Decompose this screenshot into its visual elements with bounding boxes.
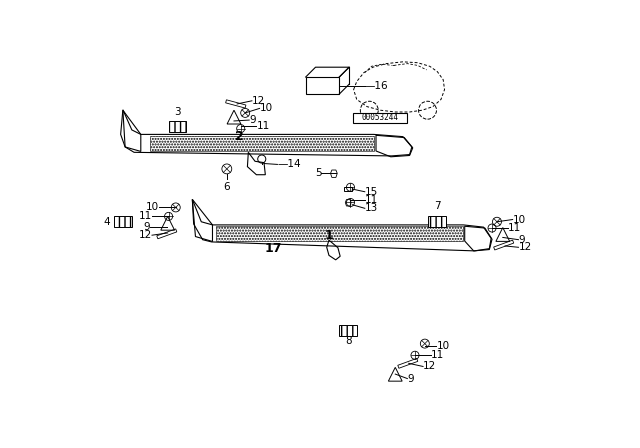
Text: 5: 5 [315,168,321,178]
Text: 13: 13 [365,203,378,213]
Text: 12: 12 [139,230,152,240]
Text: —16: —16 [365,81,388,91]
Text: 00053244: 00053244 [362,113,399,122]
Text: 11: 11 [508,223,522,233]
Text: 11: 11 [139,211,152,221]
Text: 7: 7 [434,201,441,211]
Text: 2: 2 [235,130,244,143]
Polygon shape [339,325,357,336]
Text: —14: —14 [278,159,301,169]
Polygon shape [428,216,446,227]
Text: 9: 9 [249,115,256,125]
Polygon shape [114,216,132,227]
Text: 10: 10 [436,341,450,351]
FancyBboxPatch shape [353,113,407,123]
Polygon shape [150,136,374,151]
Text: 4: 4 [104,217,111,227]
Text: 9: 9 [143,222,150,232]
Text: 12: 12 [518,242,532,252]
Polygon shape [168,121,186,132]
Text: 15: 15 [365,187,378,197]
Text: 17: 17 [264,242,282,255]
Text: 6: 6 [223,182,230,192]
Text: 1: 1 [324,228,333,242]
Text: 8: 8 [345,336,351,346]
Text: 10: 10 [260,103,273,113]
Text: 10: 10 [513,215,526,224]
Text: 3: 3 [174,107,181,117]
Text: 12: 12 [252,96,265,106]
Text: 11: 11 [257,121,269,131]
Polygon shape [216,226,463,241]
Text: 10: 10 [145,202,159,212]
Text: 9: 9 [407,374,414,383]
Text: 11: 11 [431,350,444,360]
Text: 11: 11 [365,195,378,205]
Text: 9: 9 [518,235,525,245]
Text: 12: 12 [423,362,436,371]
